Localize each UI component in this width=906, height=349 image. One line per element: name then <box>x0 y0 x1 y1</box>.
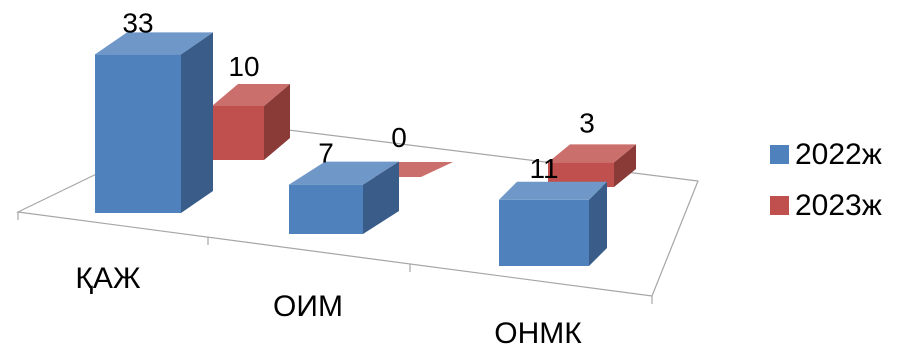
bar-top <box>548 144 636 163</box>
bar-side <box>589 181 607 266</box>
value-label: 10 <box>228 51 259 82</box>
bar-top <box>499 181 607 200</box>
bar-front <box>548 162 614 187</box>
legend-item: 2023ж <box>770 189 882 222</box>
value-label: 7 <box>318 138 334 169</box>
legend-label: 2022ж <box>795 138 882 171</box>
bar-side <box>181 32 213 214</box>
bar-front <box>95 54 181 214</box>
value-label: 11 <box>529 153 558 184</box>
bar-top <box>95 32 213 55</box>
bar-side <box>363 161 399 234</box>
category-labels: ҚАЖ ОИМ ОНМК <box>75 262 582 349</box>
legend-label: 2023ж <box>795 189 882 222</box>
category-label: ОИМ <box>273 290 343 323</box>
legend-swatch <box>770 196 789 215</box>
bar-top <box>289 161 399 185</box>
legend-swatch <box>770 145 789 164</box>
category-label: ҚАЖ <box>75 262 140 295</box>
legend: 2022ж 2023ж <box>770 138 882 222</box>
category-label: ОНМК <box>494 317 582 349</box>
value-label: 0 <box>391 122 407 153</box>
value-label: 3 <box>579 107 595 138</box>
bar-2022ж-ОНМК <box>499 181 607 266</box>
bar-2022ж-ҚАЖ <box>95 32 213 214</box>
legend-item: 2022ж <box>770 138 882 171</box>
bar-front <box>289 184 363 234</box>
bar-2022ж-ОИМ <box>289 161 399 234</box>
bars-layer <box>95 32 636 266</box>
bar-2023ж-ҚАЖ <box>212 84 290 160</box>
bar-2023ж-ОНМК <box>548 144 636 187</box>
bar-side <box>614 144 636 187</box>
bar-top <box>212 84 290 106</box>
bar-side <box>264 84 290 160</box>
bar-front <box>499 199 589 266</box>
value-label: 33 <box>122 7 153 38</box>
bar-front <box>212 106 264 160</box>
